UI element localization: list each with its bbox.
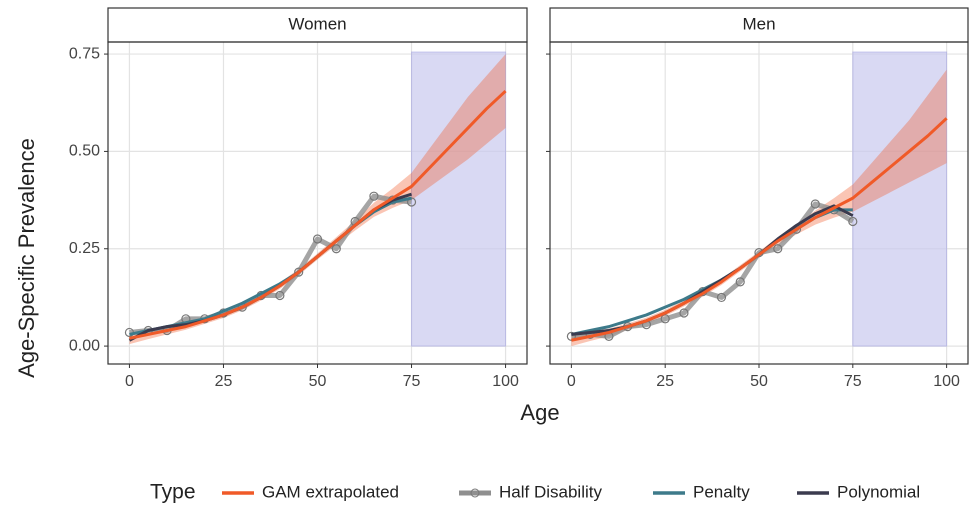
x-axis-label: Age: [520, 400, 559, 425]
x-tick-label: 0: [125, 373, 134, 390]
legend-label: Polynomial: [837, 482, 920, 501]
strip: [550, 8, 968, 42]
data-point: [735, 277, 745, 287]
panel-title: Women: [288, 14, 346, 33]
x-tick-label: 50: [309, 373, 327, 390]
legend-label: Penalty: [693, 482, 750, 501]
strip-border: [549, 7, 969, 43]
data-point: [331, 244, 341, 254]
data-point: [679, 308, 689, 318]
x-tick-label: 75: [403, 373, 421, 390]
data-point: [773, 244, 783, 254]
legend-label: Half Disability: [499, 482, 602, 501]
y-axis-label: Age-Specific Prevalence: [14, 138, 39, 378]
x-tick-label: 100: [492, 373, 519, 390]
x-tick-label: 75: [844, 373, 862, 390]
data-point: [660, 314, 670, 324]
y-tick-label: 0.75: [69, 45, 100, 62]
y-tick-label: 0.50: [69, 143, 100, 160]
legend-key-point: [470, 488, 480, 498]
panel-title: Men: [742, 14, 775, 33]
data-point: [312, 234, 323, 244]
legend-title: Type: [150, 481, 196, 504]
x-tick-label: 25: [656, 373, 674, 390]
strip: [108, 8, 527, 42]
data-point: [566, 331, 576, 341]
x-tick-label: 100: [933, 373, 960, 390]
extrapolation-region: [411, 51, 507, 347]
data-point: [406, 197, 417, 207]
data-point: [294, 267, 304, 277]
y-tick-label: 0.00: [69, 337, 100, 354]
data-point: [810, 199, 820, 209]
x-tick-label: 0: [567, 373, 576, 390]
x-tick-label: 50: [750, 373, 768, 390]
series-line: [571, 117, 948, 342]
data-point: [848, 216, 858, 227]
y-tick-label: 0.25: [69, 240, 100, 257]
strip-border: [107, 7, 528, 43]
data-point: [369, 191, 379, 201]
data-point: [275, 290, 285, 301]
series-line: [571, 201, 855, 339]
series-line: [129, 89, 507, 340]
x-tick-label: 25: [215, 373, 233, 390]
legend-label: GAM extrapolated: [262, 482, 399, 501]
data-point: [716, 292, 727, 303]
